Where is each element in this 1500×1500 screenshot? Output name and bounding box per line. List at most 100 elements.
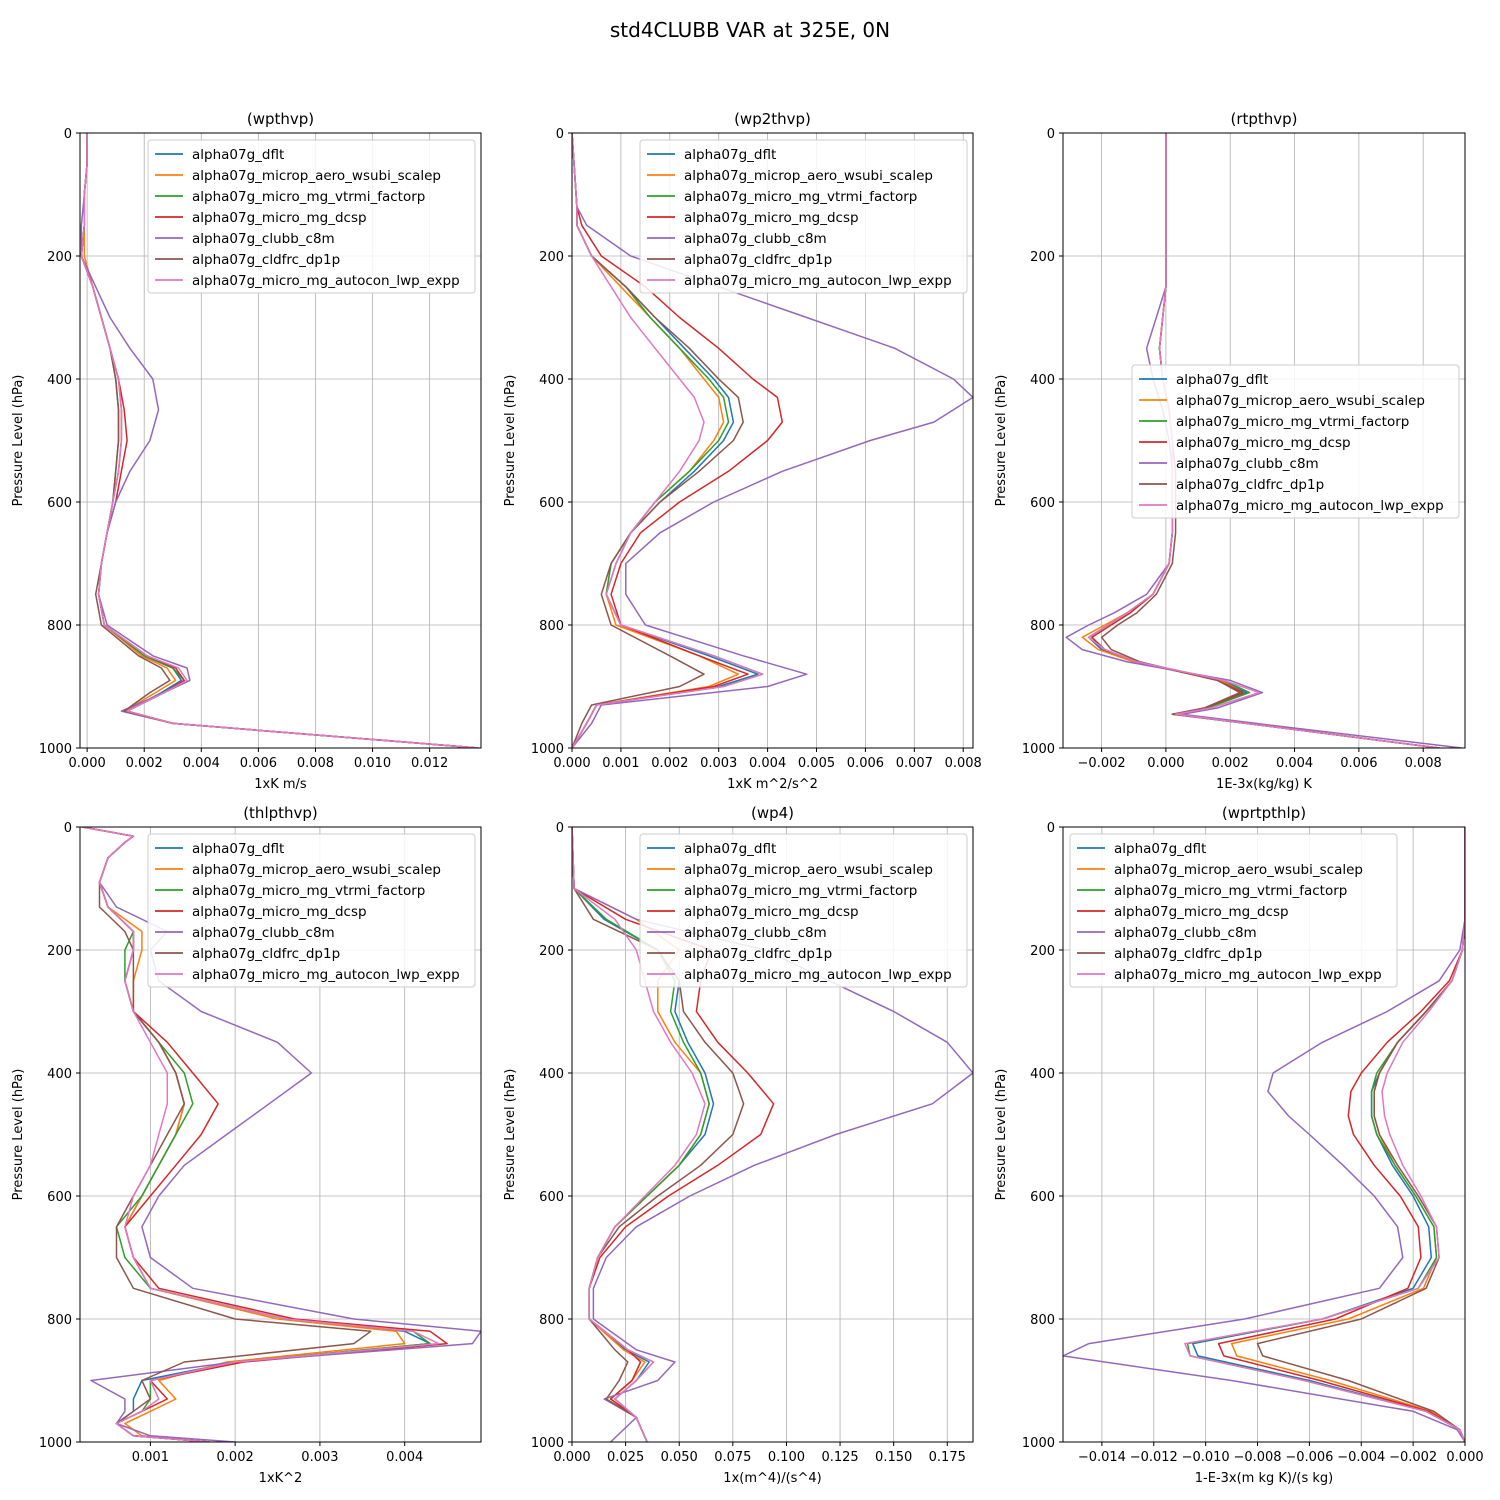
y-tick-label: 0 [64,821,72,836]
legend-label: alpha07g_micro_mg_autocon_lwp_expp [684,967,952,983]
legend-box [147,139,476,294]
series-line-alpha07g_clubb_c8m [1065,133,1462,748]
series-line-alpha07g_micro_mg_autocon_lwp_expp [1087,133,1440,748]
axes-frame [571,826,974,1443]
legend-label: alpha07g_micro_mg_vtrmi_factorp [192,883,425,899]
y-tick-label: 400 [47,1067,72,1082]
legend-label: alpha07g_micro_mg_vtrmi_factorp [684,883,917,899]
x-tick-label: 0.075 [714,1450,751,1465]
y-tick-label: 200 [47,250,72,265]
series-lines [1063,827,1465,1442]
legend-label: alpha07g_cldfrc_dp1p [1114,946,1262,962]
x-tick-label: 0.001 [132,1450,169,1465]
panel-title: (wpthvp) [247,110,314,128]
x-tick-label: 0.003 [301,1450,338,1465]
legend: alpha07g_dflt alpha07g_microp_aero_wsubi_… [1069,833,1398,988]
legend-label: alpha07g_microp_aero_wsubi_scalep [684,168,933,184]
legend: alpha07g_dflt alpha07g_microp_aero_wsubi_… [147,833,476,988]
y-tick-label: 800 [1030,1313,1055,1328]
y-axis-label: Pressure Level (hPa) [11,375,26,507]
series-lines [82,827,481,1442]
y-tick-label: 1000 [531,1436,564,1451]
y-tick-label: 0 [1047,127,1055,142]
legend-label: alpha07g_cldfrc_dp1p [1176,477,1324,493]
x-tick-label: 0.007 [896,756,933,771]
panel-6: −0.014 −0.012 −0.010 −0.008 −0.006 −0.004 −0.0… [994,804,1484,1486]
series-lines [1065,133,1462,748]
panel-1: 0.000 0.002 0.004 0.006 0.008 0.010 0.012 0 200 4… [11,110,482,792]
x-tick-label: 0.000 [553,1450,590,1465]
legend-label: alpha07g_cldfrc_dp1p [684,252,832,268]
y-tick-label: 600 [539,1190,564,1205]
series-line-alpha07g_cldfrc_dp1p [1256,827,1465,1442]
series-lines [80,133,479,748]
y-tick-label: 200 [1030,250,1055,265]
legend-label: alpha07g_micro_mg_autocon_lwp_expp [192,273,460,289]
legend-label: alpha07g_micro_mg_vtrmi_factorp [1114,883,1347,899]
x-tick-label: −0.014 [1078,1450,1126,1465]
x-tick-label: 0.004 [183,756,220,771]
y-tick-label: 800 [47,619,72,634]
legend-label: alpha07g_clubb_c8m [1114,925,1257,941]
x-tick-label: 0.002 [126,756,163,771]
y-tick-label: 0 [556,127,564,142]
y-tick-label: 800 [539,619,564,634]
legend-label: alpha07g_dflt [684,841,776,857]
legend-label: alpha07g_micro_mg_dcsp [192,904,367,920]
panel-title: (thlpthvp) [243,804,318,822]
y-tick-label: 1000 [1022,1436,1055,1451]
y-tick-label: 1000 [1022,742,1055,757]
series-line-alpha07g_micro_mg_dcsp [572,133,784,748]
legend-label: alpha07g_micro_mg_vtrmi_factorp [684,189,917,205]
y-tick-label: 800 [539,1313,564,1328]
series-line-alpha07g_micro_mg_autocon_lwp_expp [572,133,764,748]
y-tick-label: 400 [539,373,564,388]
legend: alpha07g_dflt alpha07g_microp_aero_wsubi_… [147,139,476,294]
y-axis-label: Pressure Level (hPa) [503,375,518,507]
figure-suptitle: std4CLUBB VAR at 325E, 0N [610,18,890,42]
x-tick-label: 0.008 [1405,756,1442,771]
x-tick-label: 0.012 [411,756,448,771]
x-axis-label: 1x(m^4)/(s^4) [723,1471,821,1486]
legend-label: alpha07g_clubb_c8m [192,925,335,941]
y-tick-label: 0 [1047,821,1055,836]
y-tick-label: 400 [47,373,72,388]
y-tick-label: 200 [539,250,564,265]
x-tick-label: 0.050 [661,1450,698,1465]
y-tick-label: 600 [47,496,72,511]
legend-label: alpha07g_cldfrc_dp1p [192,252,340,268]
x-axis-label: 1xK m^2/s^2 [727,777,818,792]
x-axis-label: 1E-3x(kg/kg) K [1216,777,1312,792]
y-tick-label: 800 [47,1313,72,1328]
series-line-alpha07g_cldfrc_dp1p [572,133,744,748]
x-tick-label: 0.002 [217,1450,254,1465]
legend-label: alpha07g_micro_mg_dcsp [684,210,859,226]
legend-box [1069,833,1398,988]
x-tick-label: 0.025 [607,1450,644,1465]
legend-label: alpha07g_microp_aero_wsubi_scalep [192,168,441,184]
x-tick-label: 0.006 [1340,756,1377,771]
legend-label: alpha07g_microp_aero_wsubi_scalep [192,862,441,878]
x-tick-label: 0.100 [768,1450,805,1465]
y-tick-label: 600 [1030,496,1055,511]
x-tick-label: 0.150 [875,1450,912,1465]
panel-title: (rtpthvp) [1230,110,1297,128]
legend-label: alpha07g_micro_mg_vtrmi_factorp [1176,414,1409,430]
legend-label: alpha07g_microp_aero_wsubi_scalep [684,862,933,878]
x-tick-label: 0.000 [1446,1450,1483,1465]
y-tick-label: 400 [1030,1067,1055,1082]
y-tick-label: 800 [1030,619,1055,634]
legend-box [639,139,968,294]
y-tick-label: 200 [1030,944,1055,959]
legend-box [147,833,476,988]
y-tick-label: 200 [47,944,72,959]
y-tick-label: 1000 [531,742,564,757]
legend-label: alpha07g_micro_mg_autocon_lwp_expp [192,967,460,983]
y-tick-label: 600 [47,1190,72,1205]
x-tick-label: −0.006 [1285,1450,1333,1465]
x-tick-label: 0.008 [945,756,982,771]
panels: 0.000 0.002 0.004 0.006 0.008 0.010 0.012 0 200 4… [11,110,1484,1486]
x-tick-label: 0.002 [1212,756,1249,771]
x-tick-label: 0.000 [553,756,590,771]
panel-title: (wprtpthlp) [1222,804,1306,822]
